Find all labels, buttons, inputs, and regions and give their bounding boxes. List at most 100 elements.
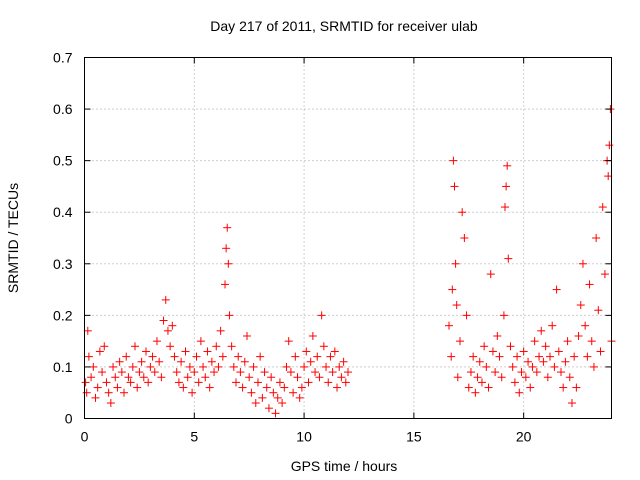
data-point <box>302 347 311 356</box>
data-point <box>188 388 197 397</box>
data-point <box>324 378 333 387</box>
data-point <box>170 352 179 361</box>
axis-ticks: 0 5 10 15 20 0 0.1 0.2 0.3 0.4 0.5 0.6 0.7 <box>53 50 612 445</box>
data-point <box>453 373 462 382</box>
data-point <box>227 342 236 351</box>
data-point <box>449 156 458 165</box>
data-point <box>592 234 601 242</box>
data-point <box>155 357 164 366</box>
data-point <box>344 368 352 377</box>
data-point <box>565 373 574 382</box>
data-point <box>183 373 192 382</box>
data-point <box>567 399 576 408</box>
data-point <box>524 357 533 366</box>
data-point <box>326 352 335 361</box>
data-point <box>221 280 230 289</box>
data-point <box>515 388 524 397</box>
data-point <box>93 383 102 392</box>
data-point <box>452 301 461 310</box>
y-tick-label: 0.2 <box>53 307 73 323</box>
data-point <box>337 373 346 382</box>
data-point <box>267 373 276 382</box>
data-point <box>304 378 313 387</box>
data-point <box>447 352 456 361</box>
data-point <box>550 362 559 371</box>
data-point <box>561 357 570 366</box>
data-point <box>82 388 91 397</box>
data-point <box>141 347 150 356</box>
data-point <box>328 368 337 377</box>
data-point <box>218 352 227 361</box>
data-point <box>532 368 541 377</box>
data-point <box>556 368 565 377</box>
data-point <box>245 373 254 382</box>
data-point <box>163 326 172 335</box>
data-point <box>223 223 232 232</box>
data-point <box>605 141 614 150</box>
data-point <box>600 270 609 279</box>
data-point <box>117 368 126 377</box>
y-tick-label: 0.5 <box>53 153 73 169</box>
data-point <box>585 280 594 289</box>
data-point <box>491 368 500 377</box>
data-point <box>98 368 107 377</box>
data-point <box>587 337 596 346</box>
data-point <box>499 311 508 320</box>
data-point <box>330 347 339 356</box>
data-point <box>546 352 555 361</box>
data-point <box>504 254 513 263</box>
data-point <box>448 285 457 294</box>
data-point <box>493 331 502 340</box>
data-point <box>475 357 484 366</box>
data-point <box>488 347 497 356</box>
data-point <box>578 259 587 268</box>
data-point <box>521 373 530 382</box>
data-point <box>91 393 100 402</box>
data-point <box>506 342 515 351</box>
data-point <box>196 337 205 346</box>
data-point <box>480 342 489 351</box>
data-point <box>526 383 535 392</box>
data-point <box>297 383 306 392</box>
data-point <box>249 362 258 371</box>
data-point <box>264 404 273 413</box>
data-point <box>148 352 157 361</box>
data-point <box>115 357 124 366</box>
data-point <box>174 378 183 387</box>
data-point <box>289 388 298 397</box>
data-point <box>181 347 190 356</box>
data-point <box>247 388 256 397</box>
data-point <box>598 203 607 212</box>
data-point <box>313 352 322 361</box>
data-point <box>150 368 159 377</box>
data-point <box>216 326 225 335</box>
data-point <box>87 373 96 382</box>
y-tick-label: 0.6 <box>53 101 73 117</box>
data-point <box>275 378 284 387</box>
data-point <box>100 342 109 351</box>
x-axis-label: GPS time / hours <box>291 458 398 474</box>
y-tick-label: 0.4 <box>53 204 73 220</box>
data-point <box>234 352 243 361</box>
data-point <box>445 321 454 330</box>
data-point <box>139 373 148 382</box>
data-point <box>501 203 510 212</box>
data-point <box>548 321 557 330</box>
data-point <box>464 383 473 392</box>
data-point <box>583 352 592 361</box>
x-tick-label: 20 <box>516 429 532 445</box>
data-point <box>282 362 291 371</box>
data-point <box>537 326 546 335</box>
data-point <box>190 368 199 377</box>
data-point <box>256 352 265 361</box>
chart-title: Day 217 of 2011, SRMTID for receiver ula… <box>210 18 478 34</box>
data-point <box>519 347 528 356</box>
data-point <box>177 357 186 366</box>
data-point <box>502 182 511 191</box>
data-point <box>477 378 486 387</box>
data-point <box>84 352 93 361</box>
data-point <box>124 373 133 382</box>
data-point <box>581 321 590 330</box>
data-point <box>207 357 216 366</box>
